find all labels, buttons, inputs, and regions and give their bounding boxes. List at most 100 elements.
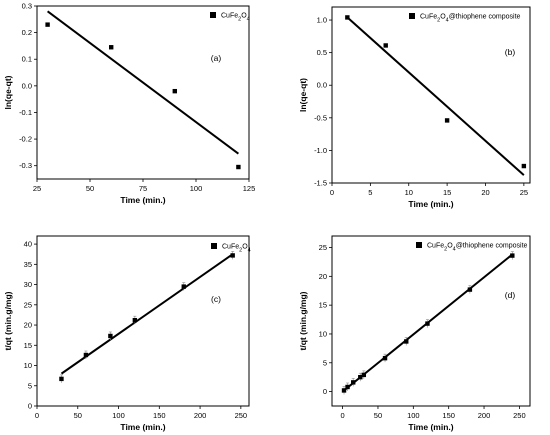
x-tick-label: 15 [443, 188, 451, 197]
y-tick-label: 30 [24, 280, 32, 289]
y-tick-label: 20 [24, 321, 32, 330]
panel-a: 25 50 75 100 125 -0.3 -0.2 -0.1 0.0 0.1 0.2 0.3 Time… [3, 2, 255, 206]
x-tick-label: 250 [513, 411, 526, 420]
y-tick-label: -0.3 [19, 161, 32, 170]
y-tick-label: 10 [24, 361, 32, 370]
y-tick-label: 1.0 [317, 16, 327, 25]
x-tick-label: 200 [194, 411, 207, 420]
x-tick-label: 100 [112, 411, 125, 420]
x-tick-label: 25 [33, 184, 41, 193]
y-tick-label: 0.0 [22, 81, 32, 90]
y-tick-label: -0.2 [19, 135, 32, 144]
x-axis-label: Time (min.) [408, 199, 453, 209]
data-point [351, 380, 356, 385]
legend-label: CuFe2O4@thiophene composite [427, 243, 528, 253]
data-point [108, 333, 113, 339]
plot-frame [36, 235, 250, 407]
x-tick-label: 10 [405, 188, 413, 197]
y-tick-label: -0.5 [314, 113, 327, 122]
x-tick-label: 0 [330, 188, 334, 197]
x-tick-label: 0 [35, 411, 39, 420]
x-axis-label: Time (min.) [120, 422, 165, 432]
data-point [467, 287, 473, 292]
data-point [172, 88, 177, 94]
x-tick-label: 150 [153, 411, 166, 420]
data-point [425, 321, 430, 326]
panel-d: 0 50 100 150 200 250 0 5 10 15 20 25 Time (min.) t/qt… [298, 235, 531, 432]
data-point [358, 374, 363, 380]
y-tick-label: -1.5 [314, 179, 327, 188]
panel-b: 0 5 10 15 20 25 -1.5 -1.0 -0.5 0.0 0.5 1.0 Time (min… [298, 6, 531, 209]
y-axis-label: ln(qe-qt) [298, 78, 308, 112]
data-point [383, 43, 388, 48]
y-tick-label: 15 [319, 301, 327, 310]
y-tick-label: 0.1 [22, 55, 32, 64]
data-point [382, 355, 388, 361]
y-tick-label: 20 [319, 272, 327, 281]
y-tick-label: 40 [24, 240, 32, 249]
legend-label: CuFe2O4@thiophene composite [420, 14, 521, 24]
x-axis-label: Time (min.) [408, 422, 453, 432]
y-axis-label: t/qt (min.g/mg) [298, 291, 308, 350]
panel-c: 0 50 100 150 200 250 0 5 10 15 20 25 30 35 40 Time (min… [3, 235, 251, 432]
panel-tag: (c) [211, 294, 221, 304]
legend-marker [409, 13, 415, 19]
data-point [345, 15, 350, 20]
panel-tag: (b) [505, 47, 516, 57]
y-tick-label: 25 [24, 300, 32, 309]
panel-tag: (a) [211, 53, 222, 63]
y-tick-label: 35 [24, 260, 32, 269]
data-point [83, 352, 89, 358]
panel-tag: (d) [505, 290, 516, 300]
data-point [236, 164, 241, 170]
y-tick-label: 0.2 [22, 28, 32, 37]
fit-line [47, 10, 239, 155]
data-point [510, 253, 515, 258]
y-tick-label: 10 [319, 329, 327, 338]
y-axis-label: t/qt (min.g/mg) [3, 291, 13, 350]
x-tick-label: 125 [243, 184, 256, 193]
x-tick-label: 100 [190, 184, 203, 193]
fit-line [60, 253, 234, 375]
data-point [361, 372, 367, 378]
legend-marker [416, 242, 422, 248]
y-tick-label: -1.0 [314, 146, 327, 155]
x-tick-label: 50 [74, 411, 82, 420]
x-tick-label: 25 [520, 188, 528, 197]
x-tick-label: 200 [478, 411, 491, 420]
legend-marker [211, 243, 217, 249]
data-point [345, 384, 350, 390]
y-axis-label: ln(qe-qt) [3, 75, 13, 109]
data-point [59, 376, 64, 382]
plot-frame [331, 6, 531, 184]
y-tick-label: 0 [28, 402, 32, 411]
x-tick-label: 250 [235, 411, 248, 420]
x-tick-label: 100 [407, 411, 420, 420]
plot-frame [36, 5, 250, 180]
plot-frame [331, 235, 531, 407]
data-point [230, 253, 235, 258]
y-tick-label: 0.3 [22, 2, 32, 11]
y-tick-label: -0.1 [19, 108, 32, 117]
data-point [521, 163, 527, 169]
y-tick-label: 0.0 [317, 81, 327, 90]
data-point [404, 339, 409, 344]
data-point [444, 118, 450, 123]
data-point [109, 45, 114, 50]
fit-line [346, 16, 525, 176]
legend-label: CuFe2O4 [222, 244, 251, 254]
y-tick-label: 0.5 [317, 48, 327, 57]
x-axis-label: Time (min.) [120, 195, 165, 205]
y-tick-label: 5 [323, 358, 327, 367]
legend-marker [210, 12, 216, 18]
y-tick-label: 15 [24, 341, 32, 350]
x-tick-label: 50 [374, 411, 382, 420]
data-point [341, 388, 347, 393]
x-tick-label: 5 [368, 188, 372, 197]
data-point [45, 22, 50, 27]
x-tick-label: 0 [341, 411, 345, 420]
x-tick-label: 50 [86, 184, 94, 193]
x-tick-label: 75 [139, 184, 147, 193]
data-point [132, 317, 138, 323]
